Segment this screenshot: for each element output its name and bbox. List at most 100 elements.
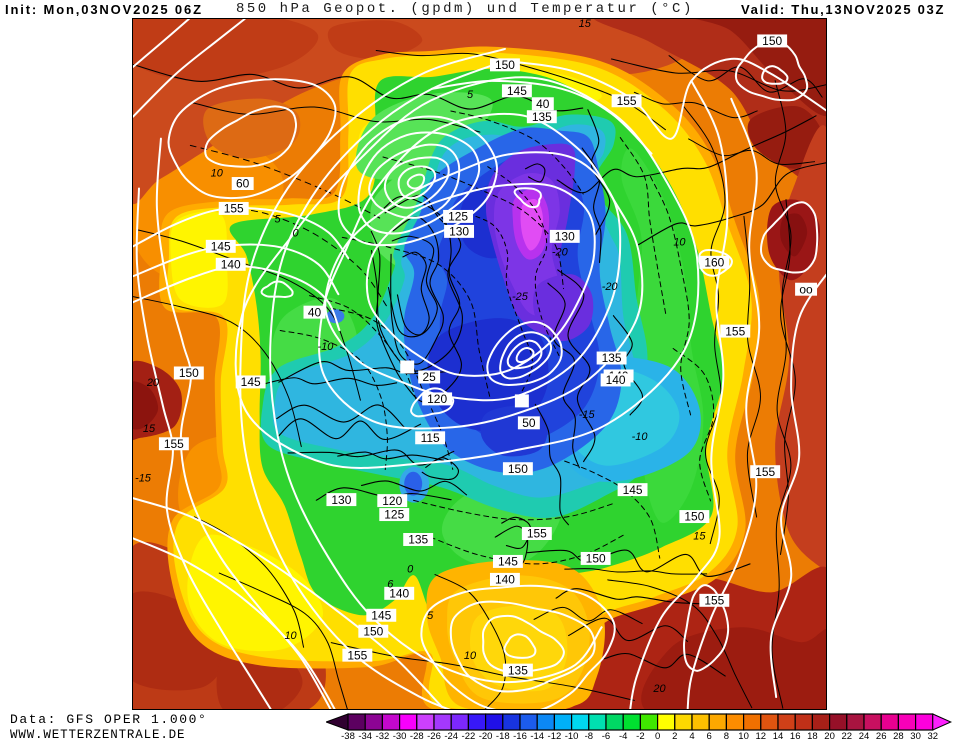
svg-text:135: 135	[408, 533, 428, 547]
svg-text:-30: -30	[393, 731, 407, 741]
svg-text:-32: -32	[376, 731, 390, 741]
svg-text:-20: -20	[552, 246, 568, 258]
svg-text:135: 135	[508, 663, 528, 677]
svg-text:-4: -4	[619, 731, 627, 741]
svg-text:-28: -28	[410, 731, 424, 741]
svg-text:5: 5	[427, 610, 434, 622]
svg-text:22: 22	[842, 731, 853, 741]
svg-text:-6: -6	[602, 731, 610, 741]
svg-text:28: 28	[893, 731, 904, 741]
svg-text:-15: -15	[135, 473, 152, 485]
svg-text:130: 130	[449, 225, 469, 239]
svg-text:40: 40	[308, 305, 322, 319]
svg-text:145: 145	[371, 608, 391, 622]
svg-text:145: 145	[498, 555, 518, 569]
svg-text:-16: -16	[513, 731, 527, 741]
svg-text:30: 30	[910, 731, 921, 741]
svg-text:60: 60	[236, 177, 250, 191]
svg-text:125: 125	[448, 210, 468, 224]
svg-text:20: 20	[652, 683, 665, 695]
svg-text:-10: -10	[318, 341, 334, 353]
svg-text:5: 5	[467, 89, 474, 101]
svg-text:-2: -2	[636, 731, 644, 741]
svg-text:160: 160	[704, 255, 724, 269]
svg-text:135: 135	[602, 351, 622, 365]
svg-text:10: 10	[673, 236, 685, 248]
svg-text:10: 10	[738, 731, 749, 741]
svg-text:50: 50	[522, 416, 536, 430]
svg-text:12: 12	[756, 731, 767, 741]
svg-text:14: 14	[773, 731, 784, 741]
svg-text:-10: -10	[565, 731, 579, 741]
svg-text:15: 15	[693, 530, 706, 542]
svg-text:150: 150	[586, 552, 606, 566]
svg-text:10: 10	[464, 650, 476, 662]
svg-text:-38: -38	[341, 731, 355, 741]
svg-text:oo: oo	[799, 282, 813, 296]
svg-text:155: 155	[347, 648, 367, 662]
svg-text:155: 155	[164, 437, 184, 451]
svg-text:135: 135	[532, 110, 552, 124]
svg-text:15: 15	[579, 19, 592, 30]
svg-text:0: 0	[407, 563, 413, 575]
svg-text:6: 6	[387, 578, 394, 590]
svg-text:26: 26	[876, 731, 887, 741]
svg-text:20: 20	[824, 731, 835, 741]
svg-text:-14: -14	[530, 731, 544, 741]
svg-text:140: 140	[495, 573, 515, 587]
svg-text:140: 140	[221, 257, 241, 271]
svg-text:120: 120	[427, 392, 447, 406]
svg-text:18: 18	[807, 731, 818, 741]
svg-text:-15: -15	[579, 409, 596, 421]
svg-text:130: 130	[555, 230, 575, 244]
svg-text:-24: -24	[444, 731, 458, 741]
svg-text:-10: -10	[632, 431, 648, 443]
svg-text:4: 4	[689, 731, 694, 741]
svg-text:145: 145	[623, 483, 643, 497]
svg-text:-25: -25	[512, 291, 529, 303]
svg-text:-18: -18	[496, 731, 510, 741]
svg-text:20: 20	[146, 377, 159, 389]
svg-text:150: 150	[684, 510, 704, 524]
svg-text:155: 155	[704, 594, 724, 608]
svg-text:130: 130	[331, 493, 351, 507]
svg-text:10: 10	[211, 168, 223, 180]
svg-text:145: 145	[211, 240, 231, 254]
svg-text:155: 155	[755, 465, 775, 479]
svg-text:140: 140	[606, 373, 626, 387]
svg-text:0: 0	[655, 731, 660, 741]
svg-text:150: 150	[508, 462, 528, 476]
svg-text:16: 16	[790, 731, 801, 741]
svg-text:150: 150	[762, 34, 782, 48]
svg-text:145: 145	[241, 375, 261, 389]
svg-text:-12: -12	[548, 731, 562, 741]
svg-text:145: 145	[507, 84, 527, 98]
svg-text:10: 10	[284, 630, 296, 642]
svg-text:140: 140	[389, 587, 409, 601]
svg-text:-8: -8	[585, 731, 593, 741]
svg-text:5: 5	[275, 213, 282, 225]
svg-text:-34: -34	[358, 731, 372, 741]
svg-text:155: 155	[725, 324, 745, 338]
svg-text:155: 155	[224, 202, 244, 216]
svg-text:155: 155	[527, 527, 547, 541]
svg-text:-20: -20	[479, 731, 493, 741]
svg-text:2: 2	[672, 731, 677, 741]
svg-text:150: 150	[179, 366, 199, 380]
svg-text:15: 15	[143, 423, 156, 435]
svg-text:155: 155	[617, 94, 637, 108]
svg-text:8: 8	[724, 731, 729, 741]
svg-text:125: 125	[384, 508, 404, 522]
svg-text:150: 150	[495, 58, 515, 72]
svg-text:40: 40	[536, 97, 550, 111]
svg-text:-22: -22	[462, 731, 476, 741]
svg-text:-20: -20	[602, 281, 618, 293]
svg-text:120: 120	[382, 494, 402, 508]
svg-text:0: 0	[292, 227, 298, 239]
svg-text:32: 32	[928, 731, 939, 741]
svg-text:115: 115	[421, 431, 440, 445]
svg-text:25: 25	[422, 370, 436, 384]
svg-text:-26: -26	[427, 731, 441, 741]
svg-text:24: 24	[859, 731, 870, 741]
svg-text:6: 6	[707, 731, 712, 741]
